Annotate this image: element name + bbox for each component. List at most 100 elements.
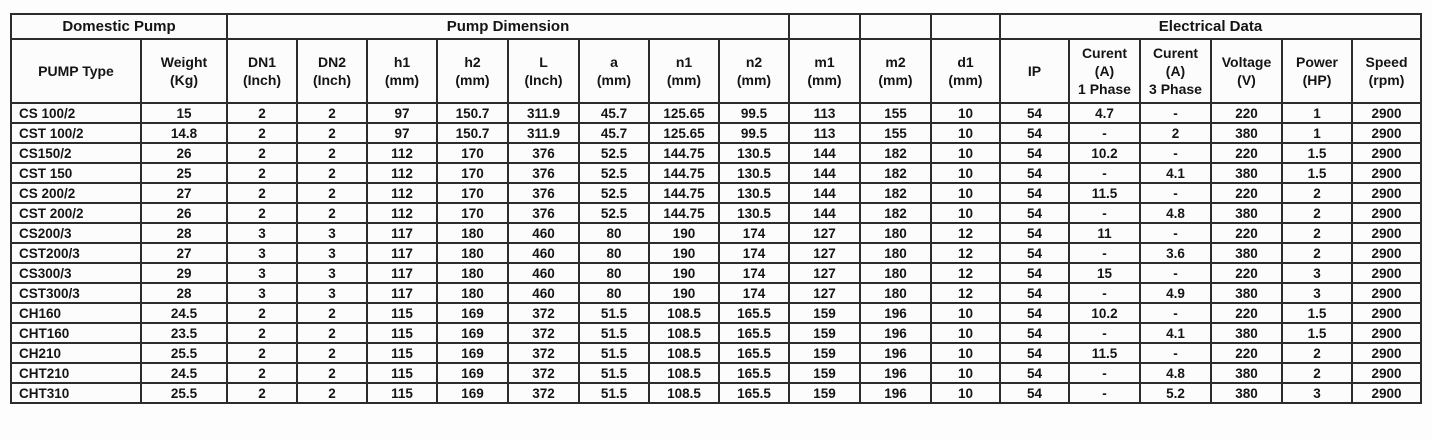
data-cell: 2 <box>226 162 298 184</box>
data-cell: 2 <box>296 142 368 164</box>
col-header-line: (Kg) <box>170 72 198 88</box>
data-cell: 2900 <box>1351 222 1422 244</box>
data-cell: 2900 <box>1351 322 1422 344</box>
data-cell: 2900 <box>1351 202 1422 224</box>
data-cell: 54 <box>999 382 1070 404</box>
data-cell: 2 <box>1281 222 1353 244</box>
data-cell: 112 <box>366 162 438 184</box>
col-header-line: (Inch) <box>242 72 282 88</box>
col-header-m2: m2 (mm) <box>859 38 932 104</box>
data-cell: - <box>1139 182 1212 204</box>
col-header-ip: IP <box>999 38 1070 104</box>
data-cell: 220 <box>1210 142 1283 164</box>
col-header-dn1: DN1 (Inch) <box>226 38 298 104</box>
data-cell: 2900 <box>1351 282 1422 304</box>
data-cell: 10.2 <box>1068 302 1141 324</box>
data-cell: 2900 <box>1351 182 1422 204</box>
col-header-pump-type: PUMP Type <box>10 38 142 104</box>
table-row: CST 150 25 2 2 112 170 376 52.5 144.75 130.5 144 18… <box>10 162 1422 184</box>
data-cell: 10 <box>930 162 1001 184</box>
col-header-line: (HP) <box>1302 72 1332 88</box>
table-row: CHT210 24.5 2 2 115 169 372 51.5 108.5 165.5 159 19… <box>10 362 1422 384</box>
data-cell: - <box>1068 122 1141 144</box>
data-cell: 372 <box>507 342 580 364</box>
table-row: CHT160 23.5 2 2 115 169 372 51.5 108.5 165.5 159 19… <box>10 322 1422 344</box>
data-cell: 45.7 <box>578 122 650 144</box>
data-cell: 2 <box>226 122 298 144</box>
col-header-line: DN2 <box>317 53 346 70</box>
col-header-line: (mm) <box>666 72 702 88</box>
data-cell: 115 <box>366 362 438 384</box>
pump-type-cell: CHT310 <box>10 382 142 404</box>
data-cell: 10 <box>930 202 1001 224</box>
data-cell: 2900 <box>1351 362 1422 384</box>
col-header-line: Curent <box>1152 44 1199 61</box>
data-cell: 372 <box>507 302 580 324</box>
data-cell: 2900 <box>1351 102 1422 124</box>
data-cell: 372 <box>507 382 580 404</box>
col-header-line: h1 <box>393 53 411 70</box>
data-cell: 1.5 <box>1281 322 1353 344</box>
pump-type-cell: CHT160 <box>10 322 142 344</box>
data-cell: 3 <box>1281 382 1353 404</box>
data-cell: 220 <box>1210 102 1283 124</box>
data-cell: 130.5 <box>718 182 790 204</box>
data-cell: 180 <box>436 262 509 284</box>
data-cell: 220 <box>1210 302 1283 324</box>
data-cell: 169 <box>436 362 509 384</box>
data-cell: 1 <box>1281 122 1353 144</box>
data-cell: 24.5 <box>140 362 228 384</box>
data-cell: 10 <box>930 302 1001 324</box>
data-cell: - <box>1139 302 1212 324</box>
data-cell: 1.5 <box>1281 162 1353 184</box>
pump-type-cell: CS300/3 <box>10 262 142 284</box>
data-cell: 380 <box>1210 202 1283 224</box>
column-header-row: PUMP Type Weight (Kg) DN1 (Inch) DN2 (Inch) h1 (… <box>10 38 1422 104</box>
data-cell: 376 <box>507 162 580 184</box>
data-cell: 3 <box>296 282 368 304</box>
data-cell: 380 <box>1210 242 1283 264</box>
data-cell: 52.5 <box>578 162 650 184</box>
data-cell: 2 <box>296 382 368 404</box>
data-cell: 127 <box>788 262 861 284</box>
data-cell: 180 <box>859 242 932 264</box>
data-cell: 4.1 <box>1139 322 1212 344</box>
data-cell: 97 <box>366 122 438 144</box>
pump-type-cell: CH210 <box>10 342 142 364</box>
data-cell: 2 <box>226 302 298 324</box>
data-cell: 174 <box>718 222 790 244</box>
data-cell: 2900 <box>1351 162 1422 184</box>
group-header-empty <box>788 13 861 40</box>
data-cell: 220 <box>1210 182 1283 204</box>
data-cell: 10 <box>930 142 1001 164</box>
data-cell: 54 <box>999 302 1070 324</box>
data-cell: 12 <box>930 222 1001 244</box>
data-cell: 2 <box>226 182 298 204</box>
data-cell: 26 <box>140 202 228 224</box>
data-cell: 159 <box>788 362 861 384</box>
data-cell: 3 <box>296 262 368 284</box>
data-cell: 108.5 <box>648 302 720 324</box>
col-header-dn2: DN2 (Inch) <box>296 38 368 104</box>
data-cell: 180 <box>859 262 932 284</box>
col-header-line: (mm) <box>878 72 913 88</box>
data-cell: 144.75 <box>648 162 720 184</box>
data-cell: 99.5 <box>718 102 790 124</box>
col-header-n1: n1 (mm) <box>648 38 720 104</box>
data-cell: 2 <box>296 342 368 364</box>
data-cell: 2900 <box>1351 342 1422 364</box>
data-cell: 54 <box>999 282 1070 304</box>
data-cell: 4.9 <box>1139 282 1212 304</box>
data-cell: 2 <box>1139 122 1212 144</box>
data-cell: 112 <box>366 142 438 164</box>
data-cell: 117 <box>366 282 438 304</box>
col-header-l: L (Inch) <box>507 38 580 104</box>
data-cell: 14.8 <box>140 122 228 144</box>
data-cell: 165.5 <box>718 322 790 344</box>
data-cell: 12 <box>930 282 1001 304</box>
col-header-line: Power <box>1295 53 1338 70</box>
data-cell: 117 <box>366 222 438 244</box>
data-cell: 80 <box>578 242 650 264</box>
col-header-line: DN1 <box>247 53 276 70</box>
data-cell: 196 <box>859 362 932 384</box>
